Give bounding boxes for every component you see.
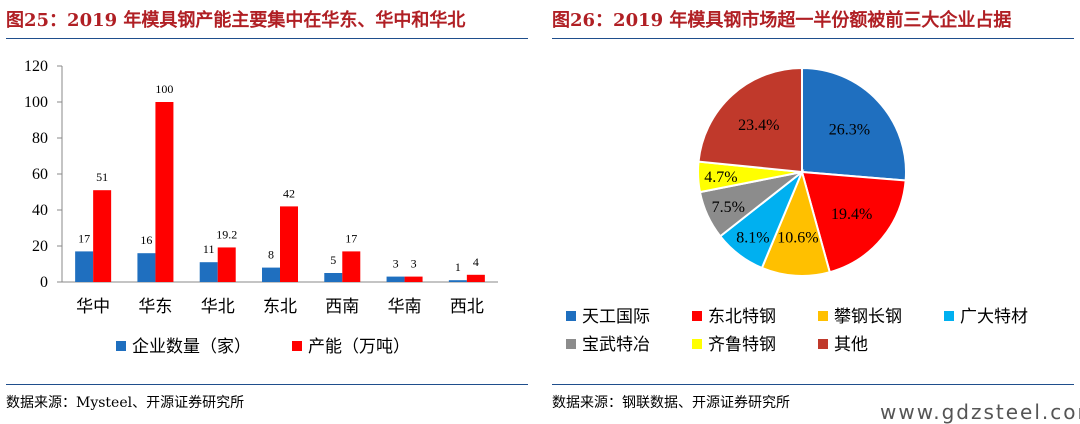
bar-data-label: 4 [473,255,479,269]
pie-slice [760,168,831,277]
x-category-label: 华中 [76,297,110,317]
pie-slice [800,170,907,274]
y-tick-label: 20 [32,238,48,255]
legend-swatch [692,339,702,349]
bar-capacity [155,102,174,282]
pie-slice [697,66,803,174]
pie-data-label: 8.1% [736,230,769,247]
legend-label: 宝武特冶 [582,335,650,355]
bar-capacity [342,251,361,282]
y-tick-label: 100 [24,94,48,111]
left-chart-title: 图25：2019 年模具钢产能主要集中在华东、华中和华北 [6,10,466,31]
bar-count [75,251,94,282]
legend-label: 齐鲁特钢 [708,335,776,355]
legend-swatch [292,341,302,351]
x-category-label: 西南 [325,297,359,317]
bar-data-label: 19.2 [216,227,237,241]
bar-capacity [404,276,423,282]
pie-data-label: 7.5% [712,199,745,216]
legend-swatch [692,311,702,321]
legend-label: 广大特材 [960,307,1028,327]
left-title-rule [6,38,528,39]
bar-chart: 020406080100120华中1751华东16100华北1119.2东北84… [24,58,498,357]
bar-data-label: 100 [155,82,173,96]
bar-count [324,273,343,282]
x-category-label: 华北 [201,297,235,317]
legend-swatch [944,311,954,321]
bar-data-label: 3 [411,257,417,271]
y-tick-label: 120 [24,58,48,75]
legend-label: 企业数量（家） [132,337,251,357]
right-source-rule [552,384,1074,385]
pie-data-label: 10.6% [777,229,818,246]
x-category-label: 华南 [388,297,422,317]
bar-count [137,253,156,282]
x-category-label: 西北 [450,297,484,317]
bar-data-label: 1 [455,260,461,274]
bar-count [448,280,467,282]
bar-data-label: 17 [78,231,90,245]
bar-data-label: 5 [330,253,336,267]
bar-data-label: 42 [283,186,295,200]
pie-data-label: 19.4% [831,206,872,223]
pie-slice [801,66,907,182]
legend-swatch [566,339,576,349]
watermark: www.gdzsteel.com [880,400,1080,424]
bar-capacity [217,247,236,282]
pie-chart: 26.3% 19.4% 10.6% 8.1% 7.5% 4.7% 23.4% 天工国际 东北特钢… [566,66,1028,355]
right-chart-title: 图26：2019 年模具钢市场超一半份额被前三大企业占据 [552,10,1012,31]
y-tick-label: 40 [32,202,48,219]
bar-capacity [466,274,485,282]
bar-count [199,262,218,282]
pie-data-label: 23.4% [738,117,779,134]
right-source: 数据来源：钢联数据、开源证券研究所 [552,395,790,411]
legend-swatch [566,311,576,321]
legend-label: 攀钢长钢 [834,307,902,327]
bar-data-label: 51 [96,170,108,184]
y-tick-label: 80 [32,130,48,147]
y-tick-label: 0 [40,274,48,291]
legend-swatch [116,341,126,351]
right-title-rule [552,38,1074,39]
legend-label: 其他 [834,335,868,355]
bar-data-label: 11 [203,242,215,256]
bar-data-label: 8 [268,248,274,262]
left-source-rule [6,384,528,385]
bar-data-label: 17 [345,231,357,245]
legend-label: 天工国际 [582,307,650,327]
legend-swatch [818,311,828,321]
legend-label: 东北特钢 [708,307,776,327]
pie-data-label: 26.3% [829,121,870,138]
y-tick-label: 60 [32,166,48,183]
bar-capacity [93,190,112,282]
pie-data-label: 4.7% [704,169,737,186]
bar-capacity [280,206,298,282]
bar-count [262,267,280,282]
left-source: 数据来源：Mysteel、开源证券研究所 [6,395,245,411]
bar-count [386,276,405,282]
legend-label: 产能（万吨） [308,337,410,357]
bar-data-label: 16 [140,233,152,247]
legend-swatch [818,339,828,349]
x-category-label: 东北 [263,297,297,317]
x-category-label: 华东 [138,297,172,317]
bar-data-label: 3 [393,257,399,271]
